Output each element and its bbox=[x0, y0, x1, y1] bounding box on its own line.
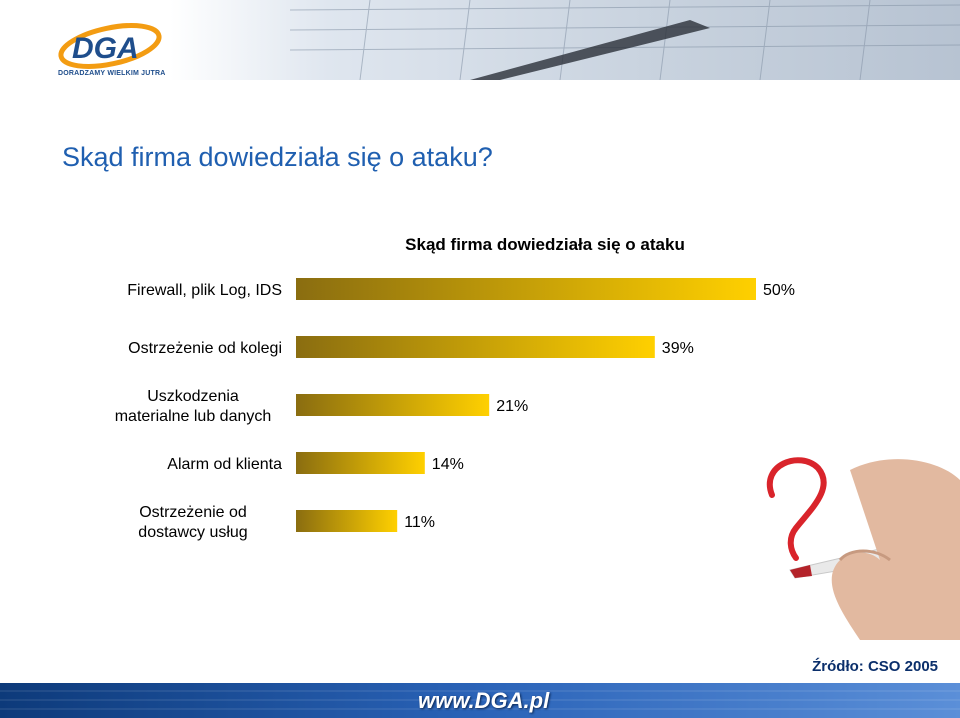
header-photo-strip bbox=[170, 0, 960, 80]
chart-title: Skąd firma dowiedziała się o ataku bbox=[405, 235, 685, 254]
horizontal-bar-chart: Skąd firma dowiedziała się o ataku 50% Fi… bbox=[115, 235, 795, 541]
source-note: Źródło: CSO 2005 bbox=[812, 658, 938, 675]
logo-tagline: DORADZAMY WIELKIM JUTRA bbox=[58, 70, 166, 77]
value-label-2: 39% bbox=[662, 340, 694, 357]
category-label-2: Ostrzeżenie od kolegi bbox=[128, 340, 282, 357]
bar-1 bbox=[296, 278, 756, 300]
hand-question-mark-illustration bbox=[766, 457, 960, 640]
category-label-1: Firewall, plik Log, IDS bbox=[127, 282, 282, 299]
value-label-5: 11% bbox=[404, 514, 435, 531]
category-label-3: Uszkodzenia materialne lub danych bbox=[115, 388, 272, 425]
slide-title: Skąd firma dowiedziała się o ataku? bbox=[62, 142, 493, 172]
bar-2 bbox=[296, 336, 655, 358]
value-label-4: 14% bbox=[432, 456, 464, 473]
bar-5 bbox=[296, 510, 398, 532]
logo-brand: DGA bbox=[72, 32, 139, 65]
bar-3 bbox=[296, 394, 490, 416]
category-label-5: Ostrzeżenie od dostawcy usług bbox=[138, 504, 247, 541]
dga-logo: DGA bbox=[58, 23, 162, 69]
footer-bar bbox=[0, 683, 960, 718]
category-label-4: Alarm od klienta bbox=[167, 456, 282, 473]
bar-4 bbox=[296, 452, 425, 474]
value-label-1: 50% bbox=[763, 282, 795, 299]
footer-url-link[interactable]: www.DGA.pl bbox=[418, 688, 550, 713]
value-label-3: 21% bbox=[496, 398, 528, 415]
